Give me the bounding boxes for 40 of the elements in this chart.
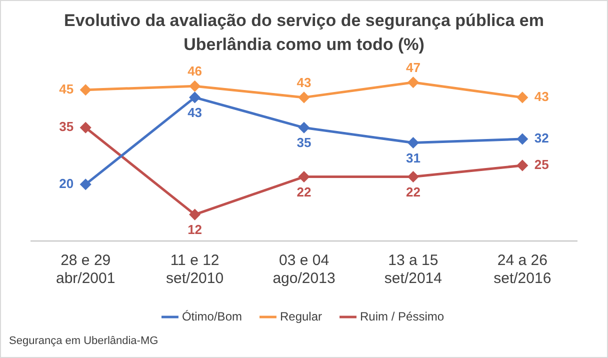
data-label: 22 [296,184,312,200]
point [80,179,91,190]
point [298,122,310,133]
point [517,160,528,171]
point [190,92,200,103]
data-label: 47 [406,60,420,75]
point [80,84,91,96]
point [190,209,200,220]
text: Segurança em Uberlândia-MG [9,335,158,347]
legend-label: Regular [280,309,322,324]
data-label: 20 [59,176,74,191]
point [298,92,310,103]
legend-label: Ruim / Péssimo [360,309,444,324]
data-label: 43 [188,105,202,120]
data-label: 25 [534,157,549,172]
point [408,138,418,148]
data-label: 31 [406,150,420,166]
data-label: 46 [188,64,202,79]
x-tick-label: 03 e 04 ago/2013 [272,252,336,288]
data-label: 12 [188,222,202,238]
data-label: 43 [296,75,312,90]
data-label: 35 [296,135,312,150]
point [298,172,310,182]
data-label: 22 [406,184,420,200]
x-tick-label: 24 a 26 set/2016 [494,252,552,288]
point [517,134,528,144]
point [408,172,418,182]
data-label: 35 [59,119,74,134]
data-label: 45 [59,81,74,96]
x-tick-label: 28 e 29 abr/2001 [56,252,116,288]
x-tick-label: 11 e 12 set/2010 [166,252,224,288]
point [80,122,91,133]
legend-label: Ótimo/Bom [182,309,242,324]
point [190,80,200,92]
x-tick-label: 13 a 15 set/2014 [384,252,442,288]
data-label: 43 [534,89,549,104]
point [517,92,528,103]
data-label: 32 [534,130,549,146]
chart-title: Evolutivo da avaliação do serviço de segurança pública em Uberlândia como um todo (%) [63,10,545,56]
point [408,77,418,88]
